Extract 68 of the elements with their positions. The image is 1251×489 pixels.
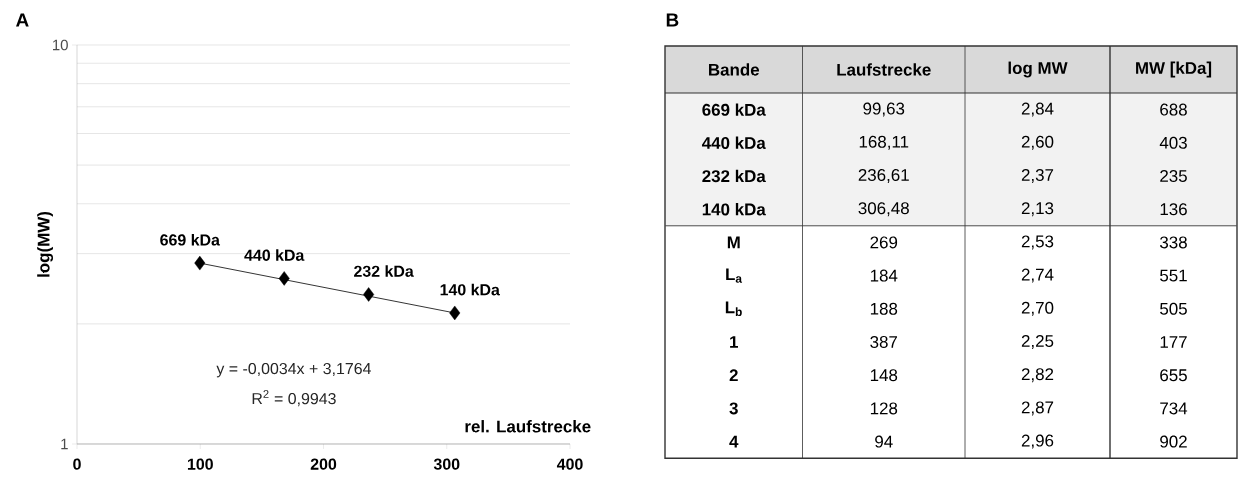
- text: 2,70: [1021, 301, 1054, 316]
- text: 387: [870, 335, 898, 348]
- y-axis-title: log(MW): [37, 211, 54, 277]
- x-tick-label: 100: [187, 458, 213, 470]
- category-label: Bande: [709, 63, 760, 76]
- text: 2,96: [1021, 434, 1054, 449]
- point: [278, 271, 290, 286]
- x-tick-label: 400: [556, 458, 583, 470]
- annotation: 140 kDa: [440, 283, 500, 296]
- point: [363, 287, 375, 302]
- annotation: 440 kDa: [244, 249, 305, 261]
- x-axis-title: rel. Laufstrecke: [465, 420, 591, 433]
- text: 2,74: [1021, 268, 1054, 283]
- point: [449, 305, 461, 321]
- x-tick-label: 300: [433, 458, 460, 470]
- text: 269: [870, 236, 898, 249]
- x-tick-label: 0: [73, 458, 81, 470]
- text: B: [666, 13, 679, 27]
- text: 2,60: [1021, 135, 1054, 150]
- category-label: log MW: [1008, 61, 1068, 78]
- category-label: M: [727, 236, 740, 249]
- category-label: 3: [729, 402, 738, 415]
- text: 2,82: [1021, 368, 1054, 383]
- text: 168,11: [859, 135, 909, 150]
- category-label: 440 kDa: [701, 136, 766, 150]
- text: 688: [1160, 103, 1187, 116]
- x-tick-label: 200: [310, 458, 337, 470]
- chart-title: A: [16, 13, 29, 27]
- y-tick-label: 10: [53, 39, 68, 51]
- text: 184: [870, 269, 898, 282]
- point: [194, 255, 206, 271]
- category-label: 232 kDa: [702, 169, 766, 183]
- category-label: 669 kDa: [702, 103, 766, 116]
- category-label: Laufstrecke: [837, 63, 931, 76]
- text: 177: [1160, 336, 1187, 348]
- category-label: 2: [729, 369, 738, 382]
- category-label: L$_{a}$: [726, 268, 743, 283]
- text: 306,48: [858, 202, 909, 217]
- category-label: L$_{b}$: [725, 301, 742, 316]
- category-label: 4: [729, 435, 739, 448]
- text: 2,87: [1021, 401, 1054, 416]
- text: 655: [1160, 369, 1187, 382]
- text: 99,63: [863, 102, 905, 117]
- text: 338: [1160, 236, 1187, 249]
- text: 236,61: [858, 168, 909, 183]
- text: 505: [1160, 302, 1187, 315]
- text: 136: [1160, 203, 1187, 216]
- text: 2,53: [1021, 235, 1054, 250]
- text: 2,25: [1021, 334, 1054, 349]
- text: 188: [870, 302, 898, 315]
- annotation: 232 kDa: [354, 265, 414, 277]
- text: 551: [1160, 269, 1187, 282]
- category-label: 1: [730, 336, 738, 348]
- annotation: 669 kDa: [160, 233, 221, 246]
- annotation: y = -0,0034x + 3,1764: [216, 362, 371, 378]
- text: 2,37: [1021, 168, 1054, 183]
- text: 94: [875, 435, 893, 448]
- text: 128: [870, 402, 898, 415]
- text: 734: [1160, 402, 1188, 415]
- text: 2,13: [1021, 202, 1054, 217]
- annotation: R$^{2}$ = 0,9943: [252, 390, 336, 407]
- text: 902: [1160, 435, 1187, 448]
- text: 235: [1160, 169, 1187, 182]
- text: 148: [870, 369, 898, 382]
- category-label: MW [kDa]: [1136, 61, 1212, 78]
- text: 2,84: [1021, 102, 1054, 117]
- text: 403: [1159, 136, 1187, 149]
- category-label: 140 kDa: [702, 202, 766, 216]
